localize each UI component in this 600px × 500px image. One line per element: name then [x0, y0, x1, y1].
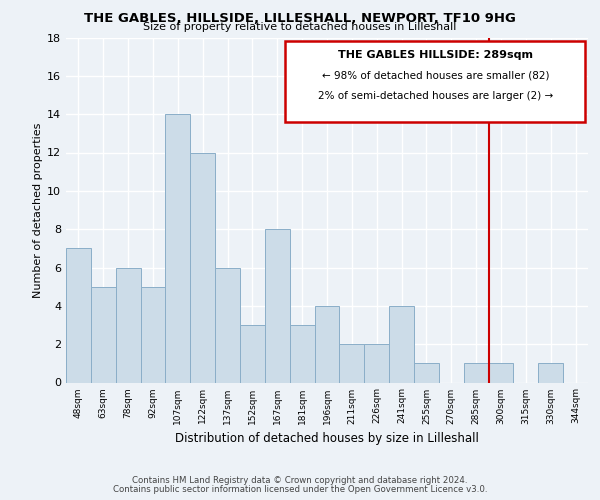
Bar	[190, 152, 215, 382]
Bar	[340, 344, 364, 383]
Bar	[91, 286, 116, 382]
Bar	[414, 364, 439, 382]
Bar	[166, 114, 190, 382]
Text: 2% of semi-detached houses are larger (2) →: 2% of semi-detached houses are larger (2…	[317, 91, 553, 101]
Bar	[66, 248, 91, 382]
Text: ← 98% of detached houses are smaller (82): ← 98% of detached houses are smaller (82…	[322, 70, 549, 81]
Bar	[364, 344, 389, 383]
Text: Contains public sector information licensed under the Open Government Licence v3: Contains public sector information licen…	[113, 484, 487, 494]
Text: THE GABLES, HILLSIDE, LILLESHALL, NEWPORT, TF10 9HG: THE GABLES, HILLSIDE, LILLESHALL, NEWPOR…	[84, 12, 516, 26]
Bar	[538, 364, 563, 382]
X-axis label: Distribution of detached houses by size in Lilleshall: Distribution of detached houses by size …	[175, 432, 479, 445]
Bar	[140, 286, 166, 382]
Text: Contains HM Land Registry data © Crown copyright and database right 2024.: Contains HM Land Registry data © Crown c…	[132, 476, 468, 485]
Text: Size of property relative to detached houses in Lilleshall: Size of property relative to detached ho…	[143, 22, 457, 32]
Bar	[488, 364, 514, 382]
Y-axis label: Number of detached properties: Number of detached properties	[33, 122, 43, 298]
Bar	[389, 306, 414, 382]
Bar	[314, 306, 340, 382]
Bar	[290, 325, 314, 382]
Text: THE GABLES HILLSIDE: 289sqm: THE GABLES HILLSIDE: 289sqm	[338, 50, 533, 59]
Bar	[265, 229, 290, 382]
Bar	[215, 268, 240, 382]
Bar	[116, 268, 140, 382]
FancyBboxPatch shape	[285, 41, 586, 122]
Bar	[464, 364, 488, 382]
Bar	[240, 325, 265, 382]
